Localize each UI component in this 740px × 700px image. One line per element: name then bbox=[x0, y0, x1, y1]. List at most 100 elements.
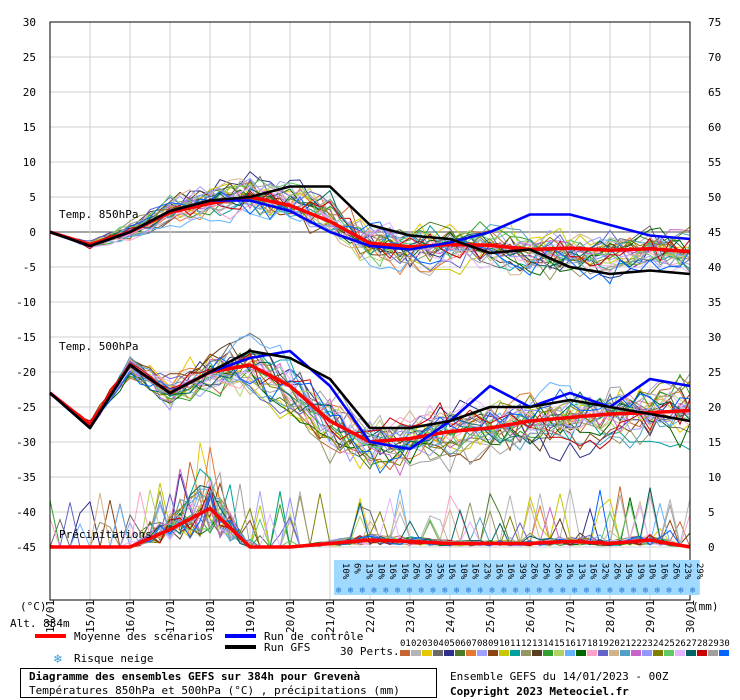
snow-flake-mark: ❄ bbox=[360, 586, 366, 596]
snow-pct-label: 6% bbox=[352, 563, 362, 574]
date-tick-label: 26/01 bbox=[524, 600, 537, 633]
right-tick-label: 65 bbox=[708, 86, 721, 99]
pert-swatch bbox=[543, 650, 553, 656]
pert-swatch bbox=[510, 650, 520, 656]
date-tick-label: 19/01 bbox=[244, 600, 257, 633]
snow-pct-label: 10% bbox=[375, 563, 385, 580]
date-tick-label: 24/01 bbox=[444, 600, 457, 633]
label-precip: Précipitations bbox=[59, 528, 152, 541]
pert-number: 28 bbox=[697, 639, 708, 649]
pert-swatch bbox=[455, 650, 465, 656]
pert-number: 13 bbox=[532, 639, 543, 649]
date-tick-label: 29/01 bbox=[644, 600, 657, 633]
snow-flake-mark: ❄ bbox=[348, 586, 354, 596]
pert-number: 08 bbox=[477, 639, 488, 649]
snow-pct-label: 26% bbox=[411, 563, 421, 580]
left-axis-unit: (°C) bbox=[20, 600, 47, 613]
pert-number: 01 bbox=[400, 639, 411, 649]
snow-pct-label: 10% bbox=[647, 563, 657, 580]
date-tick-label: 30/01 bbox=[684, 600, 697, 633]
date-tick-label: 16/01 bbox=[124, 600, 137, 633]
pert-swatch bbox=[466, 650, 476, 656]
altitude-label: Alt. 834m bbox=[10, 617, 70, 630]
snow-flake-mark: ❄ bbox=[501, 586, 507, 596]
left-tick-label: 20 bbox=[23, 86, 36, 99]
snow-flake-mark: ❄ bbox=[584, 586, 590, 596]
pert-number: 03 bbox=[422, 639, 433, 649]
legend-control-label: Run de contrôle bbox=[264, 630, 363, 643]
date-tick-label: 28/01 bbox=[604, 600, 617, 633]
pert-swatch bbox=[444, 650, 454, 656]
snow-flake-mark: ❄ bbox=[631, 586, 637, 596]
right-tick-label: 45 bbox=[708, 226, 721, 239]
precip_mm-mean-line bbox=[50, 506, 691, 549]
left-tick-label: -20 bbox=[16, 366, 36, 379]
footer-run: Ensemble GEFS du 14/01/2023 - 00Z bbox=[450, 670, 669, 683]
pert-number: 12 bbox=[521, 639, 532, 649]
footer-box: Diagramme des ensembles GEFS sur 384h po… bbox=[20, 668, 437, 698]
snow-flake-mark: ❄ bbox=[525, 586, 531, 596]
pert-number: 20 bbox=[609, 639, 620, 649]
snow-flake-mark: ❄ bbox=[572, 586, 578, 596]
date-tick-label: 18/01 bbox=[204, 600, 217, 633]
pert-swatch bbox=[532, 650, 542, 656]
pert-swatch bbox=[422, 650, 432, 656]
pert-swatch bbox=[631, 650, 641, 656]
snow-pct-label: 26% bbox=[423, 563, 433, 580]
date-tick-label: 20/01 bbox=[284, 600, 297, 633]
pert-swatch bbox=[620, 650, 630, 656]
perturbation-legend: 01 02 03 04 05 06 07 08 09 10 11 12 13 14 15 16 17 18 19 20… bbox=[400, 639, 730, 656]
left-tick-label: 15 bbox=[23, 121, 36, 134]
right-tick-label: 55 bbox=[708, 156, 721, 169]
snow-pct-label: 16% bbox=[470, 563, 480, 580]
pert-swatch bbox=[642, 650, 652, 656]
pert-number: 17 bbox=[576, 639, 587, 649]
pert-swatch bbox=[598, 650, 608, 656]
t500-gfs-line bbox=[49, 349, 691, 430]
snow-pct-label: 19% bbox=[623, 563, 633, 580]
footer-subtitle: Températures 850hPa et 500hPa (°C) , pré… bbox=[29, 684, 400, 697]
snow-flake-mark: ❄ bbox=[690, 586, 696, 596]
pert-swatch bbox=[609, 650, 619, 656]
snow-flake-mark: ❄ bbox=[548, 586, 554, 596]
left-tick-label: -30 bbox=[16, 436, 36, 449]
date-tick-label: 23/01 bbox=[404, 600, 417, 633]
snow-pct-label: 35% bbox=[434, 563, 444, 580]
snow-flake-mark: ❄ bbox=[678, 586, 684, 596]
snow-flake-mark: ❄ bbox=[383, 586, 389, 596]
snow-pct-label: 23% bbox=[682, 563, 692, 580]
label-t500: Temp. 500hPa bbox=[59, 340, 138, 353]
snow-flake-mark: ❄ bbox=[407, 586, 413, 596]
snow-pct-label: 10% bbox=[340, 563, 350, 580]
date-tick-label: 17/01 bbox=[164, 600, 177, 633]
left-tick-label: 30 bbox=[23, 16, 36, 29]
pert-number: 21 bbox=[620, 639, 631, 649]
snow-pct-label: 16% bbox=[387, 563, 397, 580]
date-tick-label: 22/01 bbox=[364, 600, 377, 633]
date-tick-label: 27/01 bbox=[564, 600, 577, 633]
pert-swatch bbox=[576, 650, 586, 656]
pert-number: 11 bbox=[510, 639, 521, 649]
snow-flake-mark: ❄ bbox=[560, 586, 566, 596]
perturbation-precip-line bbox=[50, 493, 691, 548]
left-tick-label: -10 bbox=[16, 296, 36, 309]
left-tick-label: -40 bbox=[16, 506, 36, 519]
snow-pct-label: 10% bbox=[458, 563, 468, 580]
pert-number: 05 bbox=[444, 639, 455, 649]
snow-flake-mark: ❄ bbox=[537, 586, 543, 596]
date-tick-label: 21/01 bbox=[324, 600, 337, 633]
pert-number: 26 bbox=[675, 639, 686, 649]
snow-flake-mark: ❄ bbox=[336, 586, 342, 596]
legend-gfs-label: Run GFS bbox=[264, 641, 310, 654]
pert-number: 07 bbox=[466, 639, 477, 649]
pert-number: 14 bbox=[543, 639, 554, 649]
pert-number: 15 bbox=[554, 639, 565, 649]
pert-swatch bbox=[565, 650, 575, 656]
snow-risk-strip: 10% ❄ 6% ❄ 13% ❄ 10% ❄ 16% ❄ 16% ❄ 26% ❄ 26% ❄ 35% ❄ 16% ❄ 1… bbox=[334, 560, 704, 596]
perturbation-precip-line bbox=[50, 484, 691, 548]
left-tick-label: -5 bbox=[23, 261, 36, 274]
pert-number: 30 bbox=[719, 639, 730, 649]
snow-pct-label: 26% bbox=[552, 563, 562, 580]
pert-number: 25 bbox=[664, 639, 675, 649]
pert-swatch bbox=[400, 650, 410, 656]
